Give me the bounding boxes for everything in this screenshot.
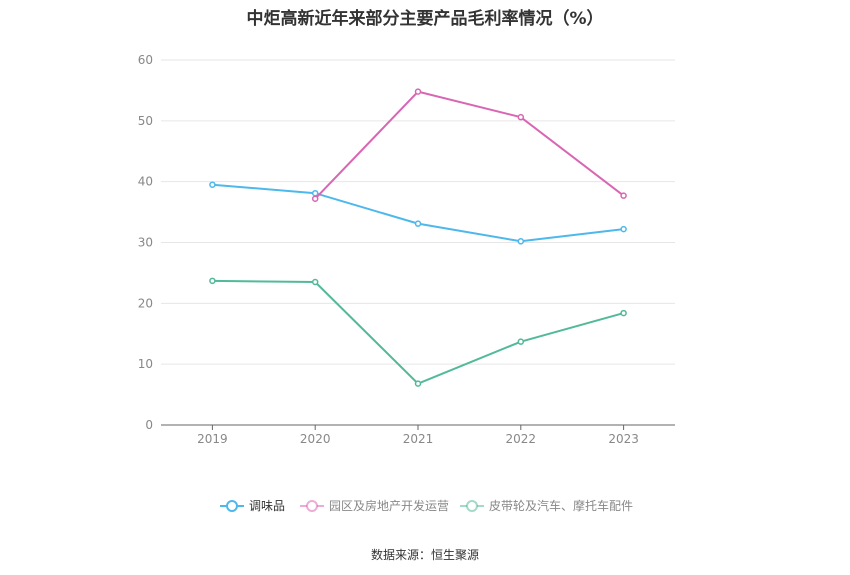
y-tick-label: 20 — [138, 296, 153, 310]
data-point[interactable] — [414, 220, 422, 227]
chart-title: 中炬高新近年来部分主要产品毛利率情况（%） — [246, 9, 604, 29]
series-2 — [311, 88, 627, 202]
y-tick-label: 30 — [138, 236, 153, 250]
series-3 — [209, 277, 627, 387]
legend-label: 调味品 — [249, 499, 285, 513]
data-source: 数据来源：恒生聚源 — [370, 548, 479, 562]
legend-label: 园区及房地产开发运营 — [329, 498, 449, 513]
y-tick-label: 40 — [138, 175, 153, 189]
y-tick-label: 0 — [145, 418, 153, 432]
data-point[interactable] — [620, 192, 627, 199]
legend-item-3[interactable]: 皮带轮及汽车、摩托车配件 — [460, 498, 633, 513]
legend-label: 皮带轮及汽车、摩托车配件 — [489, 498, 633, 513]
data-point[interactable] — [517, 238, 525, 245]
legend-item-2[interactable]: 园区及房地产开发运营 — [300, 498, 449, 513]
x-axis: 2019 2020 2021 2022 2023 — [161, 424, 675, 446]
legend-marker-icon — [466, 500, 478, 512]
data-point[interactable] — [209, 277, 216, 285]
x-tick-label: 2023 — [608, 432, 639, 446]
series-line — [314, 90, 625, 200]
x-tick-label: 2019 — [197, 432, 228, 446]
data-point[interactable] — [311, 195, 319, 202]
legend-item-1[interactable]: 调味品 — [220, 499, 285, 513]
x-tick-label: 2021 — [403, 432, 434, 446]
series-line — [212, 279, 624, 385]
data-point[interactable] — [517, 113, 525, 121]
data-point[interactable] — [620, 309, 627, 317]
x-tick-label: 2020 — [300, 432, 331, 446]
series-lines — [209, 88, 627, 387]
legend-marker-icon — [306, 500, 318, 512]
data-point[interactable] — [209, 181, 216, 188]
legend: 调味品 园区及房地产开发运营 皮带轮及汽车、摩托车配件 — [220, 498, 633, 513]
data-point[interactable] — [414, 380, 422, 387]
y-tick-label: 60 — [138, 53, 153, 67]
y-tick-label: 50 — [138, 114, 153, 128]
data-point[interactable] — [414, 88, 422, 95]
y-axis-tick-labels: 0 10 20 30 40 50 60 — [138, 53, 153, 432]
data-point[interactable] — [517, 338, 525, 345]
data-point[interactable] — [311, 189, 319, 197]
data-point[interactable] — [620, 225, 627, 233]
series-1 — [209, 181, 627, 245]
data-point[interactable] — [311, 278, 319, 286]
x-tick-label: 2022 — [506, 432, 537, 446]
grid-lines — [161, 59, 675, 365]
legend-marker-icon — [226, 500, 238, 512]
series-line — [212, 183, 624, 243]
y-tick-label: 10 — [138, 357, 153, 371]
